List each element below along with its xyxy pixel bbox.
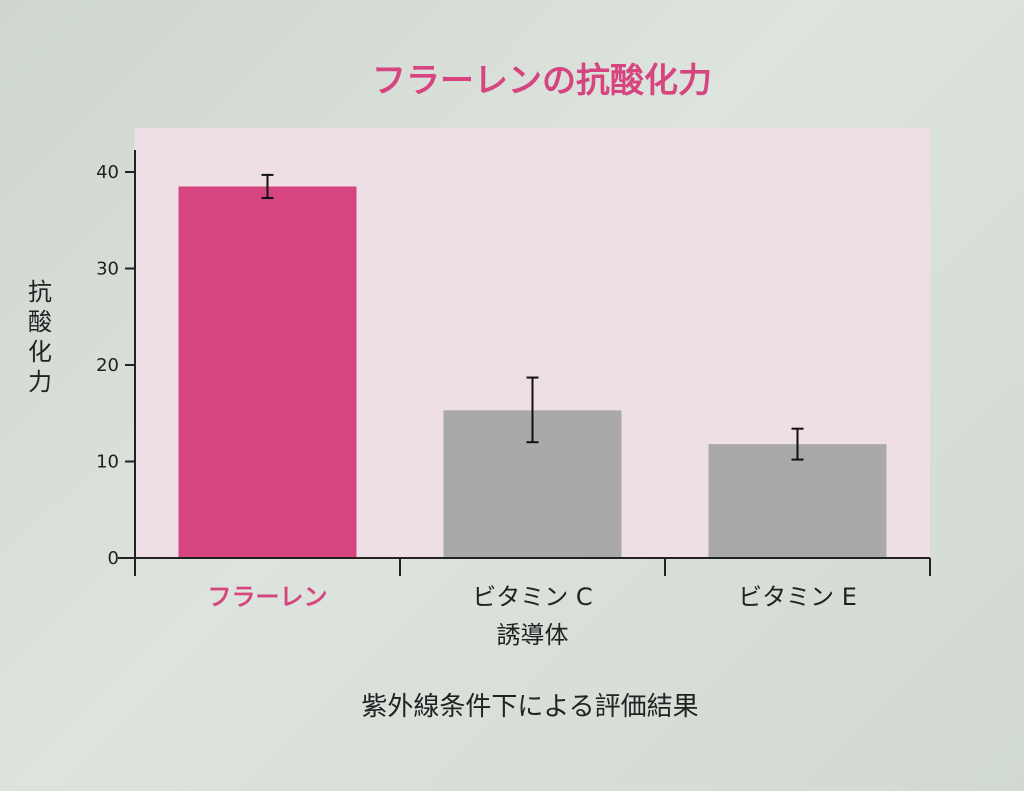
bar: [708, 444, 887, 558]
y-tick-label: 0: [108, 548, 119, 569]
y-axis-label-char: 力: [28, 368, 52, 396]
y-tick-label: 20: [96, 355, 119, 376]
x-tick-label: ビタミン C: [472, 583, 592, 611]
chart-title: フラーレンの抗酸化力: [372, 61, 712, 101]
y-tick-label: 40: [96, 162, 119, 183]
x-tick-label: 誘導体: [497, 621, 569, 649]
x-axis: フラーレン ビタミン C 誘導体 ビタミン E: [118, 557, 931, 649]
y-axis-label-char: 化: [28, 338, 52, 366]
x-tick-label: ビタミン E: [738, 583, 857, 611]
bars: [178, 186, 887, 558]
error-bars: [261, 173, 804, 461]
x-axis-label: 紫外線条件下による評価結果: [361, 692, 698, 722]
y-axis-label-char: 抗: [28, 278, 52, 306]
y-tick-label: 30: [96, 259, 119, 280]
bar: [178, 186, 357, 558]
y-axis-label: 抗酸化力: [28, 278, 52, 396]
y-axis: 0 10 20 30 40: [96, 150, 136, 569]
x-tick-label: フラーレン: [208, 583, 328, 611]
y-tick-label: 10: [96, 452, 119, 473]
y-axis-label-char: 酸: [28, 308, 52, 336]
